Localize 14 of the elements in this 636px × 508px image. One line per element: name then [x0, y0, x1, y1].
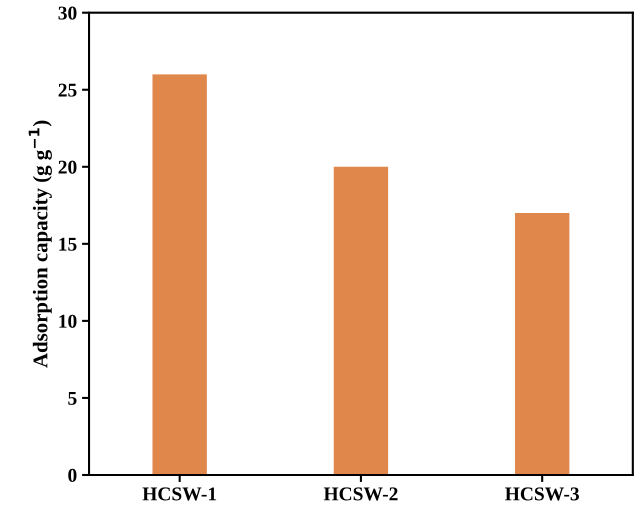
y-tick-label: 30 [58, 6, 76, 20]
y-tick-label: 15 [59, 238, 77, 251]
x-tick-label: HCSW-1 [142, 487, 216, 501]
y-tick-label: 0 [68, 468, 76, 482]
bar [152, 74, 207, 475]
y-tick-label: 25 [58, 84, 77, 97]
y-tick-label: 20 [58, 160, 76, 174]
x-tick-label: HCSW-3 [505, 487, 579, 501]
x-tick-label: HCSW-2 [324, 487, 398, 501]
y-tick-label: 10 [59, 314, 76, 328]
y-tick-label: 5 [68, 392, 77, 405]
bar [334, 166, 388, 475]
y-axis-title: Adsorption capacity (g g$^{−1}$) [28, 120, 52, 368]
bar [515, 213, 570, 475]
